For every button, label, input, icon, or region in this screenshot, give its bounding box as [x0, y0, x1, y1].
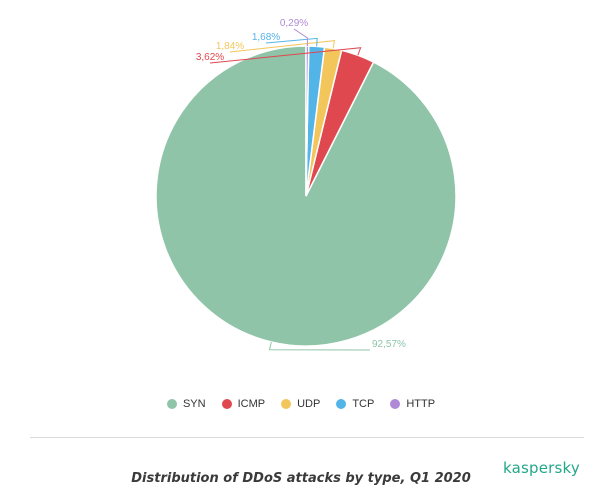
data-label-http: 0,29% [280, 18, 308, 29]
legend-swatch-syn [166, 399, 177, 409]
legend-item-tcp: TCP [336, 398, 374, 410]
legend-swatch-udp [281, 399, 292, 409]
legend-item-http: HTTP [390, 398, 435, 410]
divider [30, 437, 584, 438]
leader-line-http [293, 28, 308, 47]
legend-item-syn: SYN [166, 398, 206, 410]
brand-logo: kaspersky [503, 459, 580, 477]
legend-swatch-tcp [336, 399, 347, 409]
leader-line-udp [229, 40, 336, 53]
legend-label-icmp: ICMP [237, 398, 266, 410]
legend-item-udp: UDP [281, 398, 320, 410]
leader-line-tcp [265, 37, 318, 47]
slice-http [305, 45, 310, 197]
data-label-tcp: 1,68% [252, 32, 280, 43]
leader-line-syn [268, 341, 371, 351]
data-label-udp: 1,84% [216, 41, 244, 52]
legend-swatch-http [390, 399, 401, 409]
leader-line-icmp [209, 47, 362, 64]
data-label-syn: 92,57% [372, 339, 406, 350]
legend: SYN ICMP UDP TCP HTTP [0, 398, 602, 410]
legend-item-icmp: ICMP [221, 398, 266, 410]
legend-swatch-icmp [221, 399, 232, 409]
data-label-icmp: 3,62% [196, 52, 224, 63]
legend-label-http: HTTP [406, 398, 436, 410]
chart-caption: Distribution of DDoS attacks by type, Q1… [131, 471, 471, 486]
legend-label-syn: SYN [182, 398, 206, 410]
legend-label-udp: UDP [297, 398, 321, 410]
pie-chart: 92,57% 3,62%1,84% 1,68%0,29% [155, 18, 457, 351]
legend-label-tcp: TCP [352, 398, 375, 410]
